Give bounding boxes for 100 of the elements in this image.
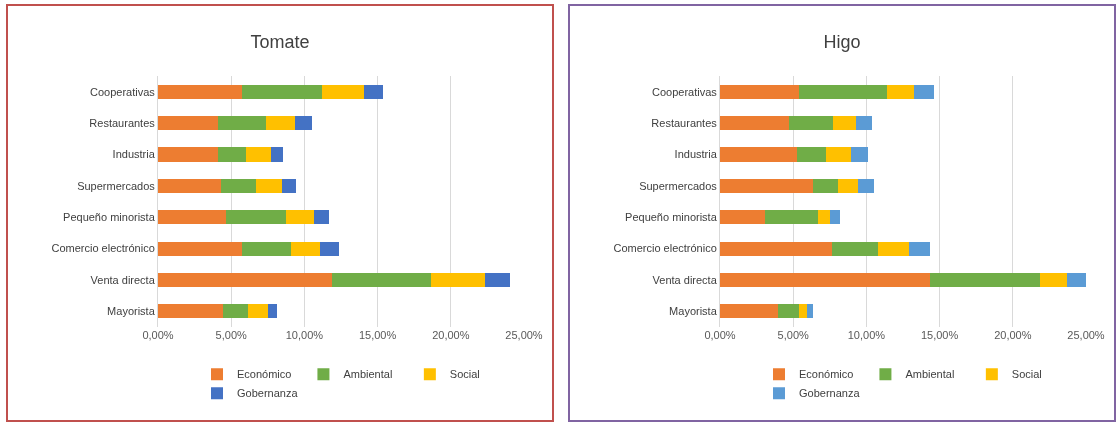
bar <box>799 84 888 99</box>
bar <box>247 304 268 319</box>
chart-title: Tomate <box>250 31 310 52</box>
y-tick-label: Mayorista <box>669 305 718 318</box>
bar <box>223 304 248 319</box>
bar <box>220 178 257 193</box>
y-tick-label: Venta directa <box>90 273 156 286</box>
bar <box>1066 272 1086 287</box>
legend-label: Gobernanza <box>799 387 861 400</box>
bar <box>788 116 833 131</box>
y-tick-label: Supermercados <box>77 179 156 192</box>
bar <box>720 84 800 99</box>
bar <box>256 178 282 193</box>
bar <box>225 210 287 225</box>
x-tick-label: 25,00% <box>1067 329 1105 341</box>
bar <box>158 210 226 225</box>
bar <box>158 178 221 193</box>
y-tick-label: Venta directa <box>652 273 718 286</box>
x-tick-label: 10,00% <box>847 329 886 341</box>
y-tick-label: Pequeño minorista <box>63 211 156 224</box>
bar <box>832 241 879 256</box>
y-tick-label: Supermercados <box>639 179 718 192</box>
y-tick-label: Comercio electrónico <box>51 242 155 255</box>
bar <box>878 241 909 256</box>
bar <box>267 304 277 319</box>
bar <box>282 178 297 193</box>
y-tick-label: Restaurantes <box>651 116 718 129</box>
bar <box>313 210 329 225</box>
bar <box>825 147 851 162</box>
legend-label: Económico <box>799 368 854 381</box>
y-tick-label: Comercio electrónico <box>613 242 717 255</box>
x-tick-label: 20,00% <box>432 329 470 341</box>
bar <box>720 304 778 319</box>
x-tick-label: 5,00% <box>215 329 248 341</box>
x-tick-label: 20,00% <box>994 329 1032 341</box>
bar <box>245 147 272 162</box>
bar <box>720 272 931 287</box>
bar <box>322 84 365 99</box>
bar <box>319 241 339 256</box>
legend-label: Gobernanza <box>237 387 299 400</box>
bar <box>858 178 874 193</box>
bar <box>286 210 314 225</box>
bar <box>158 241 243 256</box>
chart-title: Higo <box>823 31 861 52</box>
bar <box>829 210 840 225</box>
y-tick-label: Cooperativas <box>89 85 156 98</box>
y-tick-label: Cooperativas <box>651 85 718 98</box>
bar <box>271 147 284 162</box>
bar <box>850 147 868 162</box>
bar <box>430 272 486 287</box>
bar <box>720 210 766 225</box>
bar <box>720 178 813 193</box>
x-tick-label: 0,00% <box>704 329 736 341</box>
x-tick-label: 15,00% <box>920 329 959 341</box>
bar <box>158 304 224 319</box>
bar <box>290 241 320 256</box>
bar <box>887 84 914 99</box>
bar <box>217 116 266 131</box>
bar <box>720 116 789 131</box>
bar <box>797 147 826 162</box>
x-tick-label: 10,00% <box>285 329 324 341</box>
y-tick-label: Pequeño minorista <box>625 211 718 224</box>
bar <box>838 178 859 193</box>
bar <box>1040 272 1067 287</box>
x-tick-label: 15,00% <box>358 329 397 341</box>
bar <box>777 304 799 319</box>
bar <box>798 304 807 319</box>
legend-label: Económico <box>237 368 292 381</box>
bar <box>913 84 935 99</box>
bar <box>218 147 246 162</box>
legend-label: Ambiental <box>905 368 955 381</box>
bar <box>817 210 830 225</box>
bar <box>295 116 312 131</box>
bar <box>806 304 814 319</box>
legend-label: Social <box>1011 368 1042 381</box>
bar <box>158 147 219 162</box>
bar <box>812 178 838 193</box>
bar <box>265 116 296 131</box>
x-tick-label: 25,00% <box>505 329 543 341</box>
bar <box>930 272 1041 287</box>
bar <box>720 241 833 256</box>
bar <box>242 241 291 256</box>
bar <box>158 84 243 99</box>
x-tick-label: 5,00% <box>777 329 810 341</box>
y-tick-label: Industria <box>112 148 156 161</box>
y-tick-label: Restaurantes <box>89 116 156 129</box>
bar <box>855 116 872 131</box>
y-tick-label: Industria <box>674 148 718 161</box>
legend-label: Ambiental <box>343 368 393 381</box>
x-tick-label: 0,00% <box>142 329 174 341</box>
bar <box>158 272 332 287</box>
bar <box>331 272 431 287</box>
bar <box>158 116 218 131</box>
bar <box>720 147 798 162</box>
bar <box>832 116 856 131</box>
bar <box>485 272 510 287</box>
bar <box>765 210 818 225</box>
legend-label: Social <box>449 368 480 381</box>
y-tick-label: Mayorista <box>107 305 156 318</box>
bar <box>908 241 930 256</box>
